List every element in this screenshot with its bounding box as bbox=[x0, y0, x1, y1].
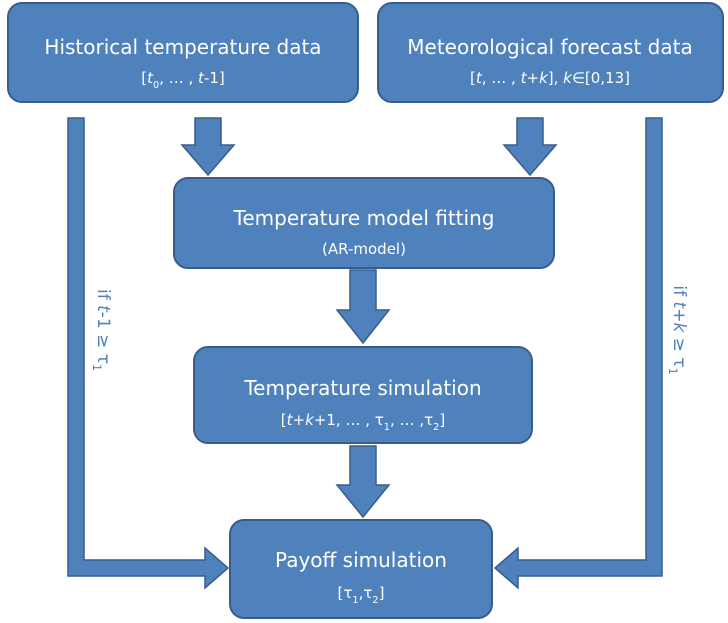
node-detail: [t0, … , t-1] bbox=[141, 69, 225, 91]
condition-label: if t-1 ≥ τ1 bbox=[90, 289, 113, 371]
text-segment: ,τ bbox=[359, 584, 373, 602]
arrow bbox=[493, 117, 663, 590]
text-segment: 1 bbox=[666, 368, 679, 375]
text-segment: + bbox=[669, 308, 689, 322]
node-detail: (AR-model) bbox=[322, 240, 406, 258]
text-segment: ] bbox=[439, 411, 445, 429]
text-segment: [ bbox=[470, 69, 476, 87]
text-segment: (AR-model) bbox=[322, 240, 406, 258]
text-segment: -1 ≥ τ bbox=[93, 312, 113, 364]
arrow bbox=[335, 445, 391, 519]
text-segment: if bbox=[93, 289, 113, 305]
text-segment: [τ bbox=[338, 584, 353, 602]
text-segment: + bbox=[526, 69, 539, 87]
node-box bbox=[229, 519, 493, 619]
text-segment: t bbox=[521, 69, 528, 87]
arrow bbox=[502, 117, 558, 177]
node-title: Temperature model fitting bbox=[233, 206, 495, 230]
text-segment: + bbox=[293, 411, 306, 429]
text-segment: 1 bbox=[384, 422, 390, 433]
node-detail: [τ1,τ2] bbox=[338, 584, 385, 606]
node-title: Meteorological forecast data bbox=[407, 35, 692, 59]
text-segment: k bbox=[563, 69, 573, 87]
text-segment: t bbox=[93, 305, 113, 313]
text-segment: t bbox=[198, 69, 205, 87]
text-segment: k bbox=[305, 411, 315, 429]
node-title: Historical temperature data bbox=[44, 35, 321, 59]
node-detail: [t, … , t+k], k∈[0,13] bbox=[470, 69, 630, 87]
text-segment: [ bbox=[281, 411, 287, 429]
node-box bbox=[7, 2, 359, 103]
text-segment: t bbox=[147, 69, 154, 87]
node-box bbox=[173, 177, 555, 269]
text-segment: 2 bbox=[433, 422, 439, 433]
text-segment: 1 bbox=[352, 595, 358, 606]
text-segment: k bbox=[669, 322, 689, 333]
text-segment: 0 bbox=[153, 80, 159, 91]
text-segment: if bbox=[669, 285, 689, 301]
node-box bbox=[377, 2, 724, 103]
text-segment: t bbox=[669, 302, 689, 310]
text-segment: t bbox=[287, 411, 294, 429]
arrow bbox=[180, 117, 236, 177]
node-title: Payoff simulation bbox=[275, 548, 447, 572]
text-segment: ≥ τ bbox=[669, 332, 689, 367]
text-segment: , … , bbox=[482, 69, 521, 87]
text-segment: ] bbox=[379, 584, 385, 602]
text-segment: 2 bbox=[372, 595, 378, 606]
text-segment: -1] bbox=[204, 69, 225, 87]
text-segment: ], bbox=[548, 69, 563, 87]
node-detail: [t+k+1, … , τ1, … ,τ2] bbox=[281, 411, 445, 433]
text-segment: , … ,τ bbox=[390, 411, 433, 429]
arrow bbox=[335, 269, 391, 345]
text-segment: ∈[0,13] bbox=[572, 69, 630, 87]
text-segment: t bbox=[476, 69, 483, 87]
node-box bbox=[193, 346, 533, 444]
node-title: Temperature simulation bbox=[243, 376, 481, 400]
arrow bbox=[67, 117, 230, 590]
condition-label: if t+k ≥ τ1 bbox=[666, 285, 689, 374]
text-segment: 1 bbox=[90, 364, 103, 371]
text-segment: k bbox=[539, 69, 549, 87]
text-segment: +1, … , τ bbox=[314, 411, 384, 429]
text-segment: [ bbox=[141, 69, 147, 87]
text-segment: , … , bbox=[159, 69, 198, 87]
